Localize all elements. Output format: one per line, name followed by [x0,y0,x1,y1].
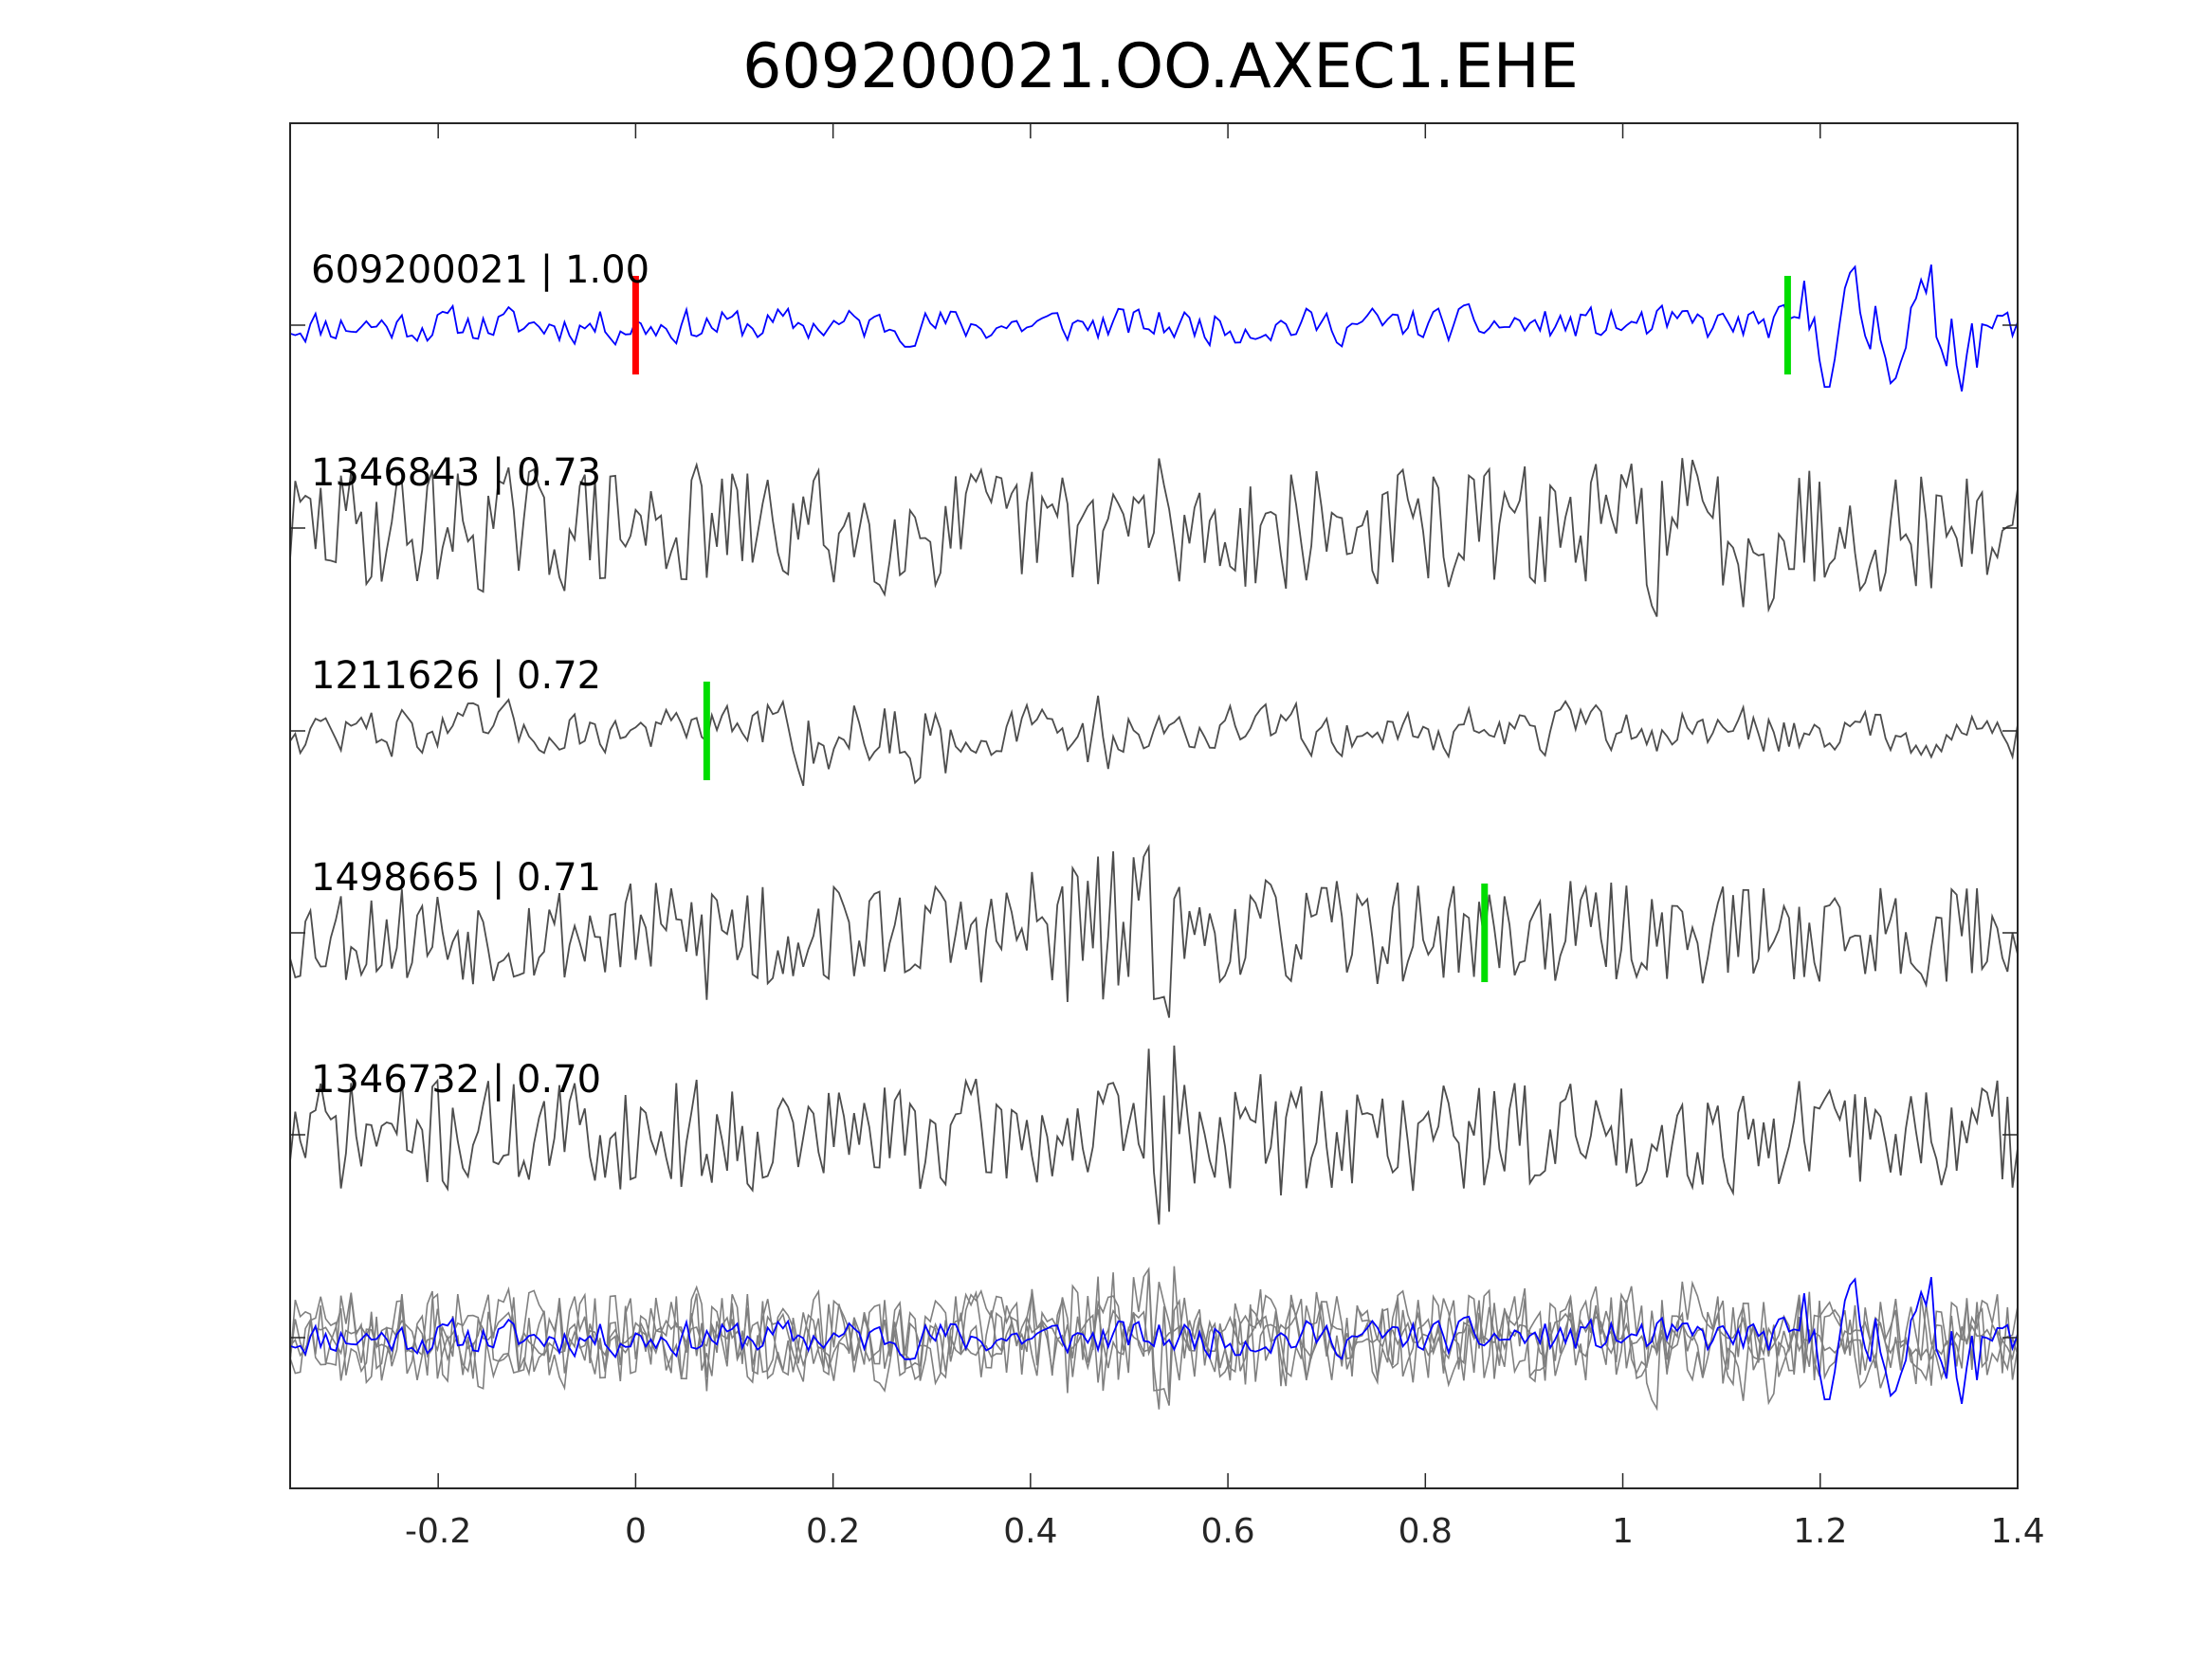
waveform-trace-1211626 [289,695,2019,787]
axes: -0.2 0 0.2 0.4 0.6 0.8 1 1.2 1.4 [289,122,2045,1551]
trace-label-1498665: 1498665 | 0.71 [311,856,601,900]
waveform-trace-609200021 [289,264,2019,392]
traces-layer [289,264,2019,1225]
trace-label-609200021: 609200021 | 1.00 [311,248,649,292]
chart-title: 609200021.OO.AXEC1.EHE [742,31,1579,102]
trace-label-1211626: 1211626 | 0.72 [311,654,601,698]
waveform-trace-1498665 [289,843,2019,1018]
overlay-trace-1346732 [289,1266,2019,1410]
phase-picks [631,276,1791,982]
x-tick-label-4: 0.6 [1200,1512,1254,1551]
x-tick-label-5: 0.8 [1398,1512,1453,1551]
x-tick-label-1: 0 [625,1512,647,1551]
overlay-trace-609200021 [289,1277,2019,1404]
waveform-trace-1346843 [289,458,2019,617]
waveform-trace-1346732 [289,1045,2019,1225]
x-tick-label-8: 1.4 [1990,1512,2044,1551]
x-tick-label-2: 0.2 [806,1512,860,1551]
axes-frame [289,122,2019,1489]
x-tick-label-7: 1.2 [1793,1512,1847,1551]
overlay-stack [289,1266,2019,1412]
x-tick-label-0: -0.2 [405,1512,471,1551]
x-tick-label-6: 1 [1612,1512,1634,1551]
trace-labels: 609200021 | 1.00 1346843 | 0.73 1211626 | … [311,248,649,1102]
x-tick-label-3: 0.4 [1003,1512,1057,1551]
trace-label-1346732: 1346732 | 0.70 [311,1058,601,1102]
trace-label-1346843: 1346843 | 0.73 [311,451,601,495]
